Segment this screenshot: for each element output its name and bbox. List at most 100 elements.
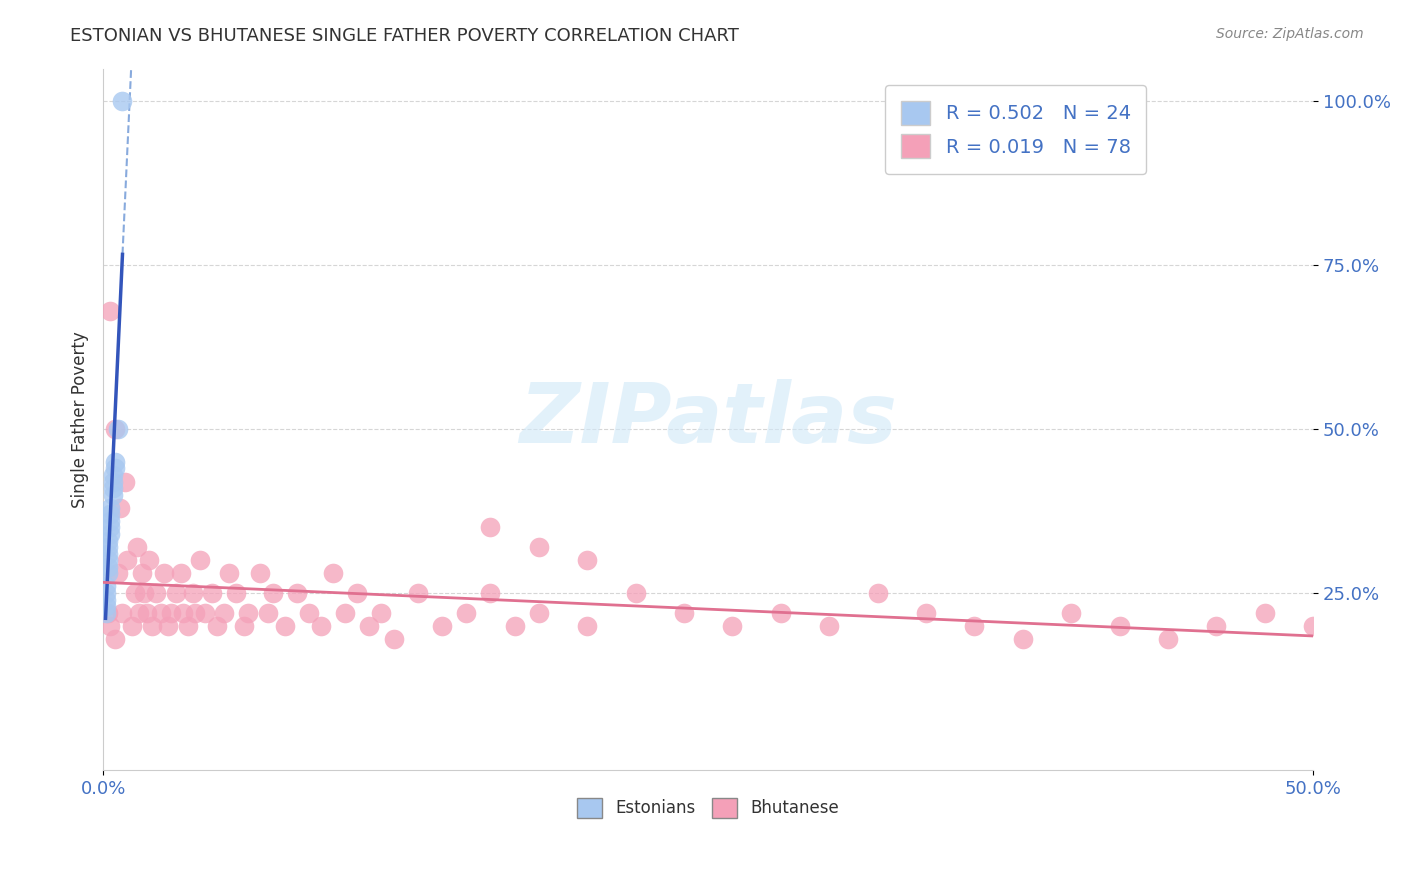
Point bbox=[117, 553, 139, 567]
Point bbox=[111, 95, 134, 109]
Point bbox=[1157, 632, 1180, 646]
Point bbox=[359, 619, 381, 633]
Point bbox=[1205, 619, 1227, 633]
Point bbox=[150, 606, 173, 620]
Point bbox=[97, 553, 120, 567]
Point bbox=[672, 606, 695, 620]
Point bbox=[818, 619, 841, 633]
Point bbox=[1302, 619, 1324, 633]
Point bbox=[256, 606, 278, 620]
Point bbox=[1108, 619, 1130, 633]
Point bbox=[576, 619, 599, 633]
Point bbox=[100, 619, 122, 633]
Point bbox=[769, 606, 792, 620]
Point bbox=[97, 566, 120, 581]
Point bbox=[1011, 632, 1033, 646]
Point bbox=[346, 586, 368, 600]
Point bbox=[97, 533, 120, 548]
Point bbox=[1350, 632, 1372, 646]
Point bbox=[430, 619, 453, 633]
Point bbox=[100, 508, 122, 522]
Point bbox=[238, 606, 260, 620]
Point bbox=[181, 586, 204, 600]
Point bbox=[624, 586, 647, 600]
Point bbox=[94, 586, 117, 600]
Point bbox=[97, 606, 120, 620]
Point bbox=[382, 632, 405, 646]
Point bbox=[101, 467, 124, 482]
Point bbox=[262, 586, 284, 600]
Point bbox=[121, 619, 143, 633]
Point bbox=[145, 586, 167, 600]
Point bbox=[218, 566, 240, 581]
Point bbox=[94, 579, 117, 593]
Point bbox=[97, 540, 120, 554]
Point bbox=[100, 527, 122, 541]
Point bbox=[152, 566, 174, 581]
Point bbox=[963, 619, 986, 633]
Point bbox=[212, 606, 235, 620]
Point bbox=[309, 619, 332, 633]
Point bbox=[128, 606, 150, 620]
Point bbox=[1254, 606, 1277, 620]
Point bbox=[177, 619, 200, 633]
Point bbox=[201, 586, 224, 600]
Point bbox=[479, 520, 502, 534]
Point bbox=[225, 586, 247, 600]
Point bbox=[100, 500, 122, 515]
Point bbox=[322, 566, 344, 581]
Point bbox=[194, 606, 217, 620]
Point bbox=[107, 422, 129, 436]
Point bbox=[160, 606, 183, 620]
Point bbox=[107, 566, 129, 581]
Point bbox=[100, 520, 122, 534]
Point bbox=[157, 619, 180, 633]
Point bbox=[576, 553, 599, 567]
Point bbox=[456, 606, 478, 620]
Point bbox=[273, 619, 295, 633]
Point bbox=[100, 304, 122, 318]
Point bbox=[104, 632, 127, 646]
Text: Source: ZipAtlas.com: Source: ZipAtlas.com bbox=[1216, 27, 1364, 41]
Point bbox=[205, 619, 228, 633]
Point bbox=[866, 586, 889, 600]
Point bbox=[101, 481, 124, 495]
Point bbox=[124, 586, 146, 600]
Point bbox=[721, 619, 744, 633]
Text: ZIPatlas: ZIPatlas bbox=[519, 379, 897, 459]
Point bbox=[406, 586, 429, 600]
Point bbox=[249, 566, 271, 581]
Legend: Estonians, Bhutanese: Estonians, Bhutanese bbox=[571, 791, 846, 825]
Point bbox=[298, 606, 321, 620]
Point bbox=[333, 606, 356, 620]
Point bbox=[188, 553, 211, 567]
Point bbox=[104, 455, 127, 469]
Point bbox=[101, 475, 124, 489]
Point bbox=[285, 586, 308, 600]
Point bbox=[104, 461, 127, 475]
Point bbox=[111, 606, 134, 620]
Point bbox=[131, 566, 153, 581]
Point bbox=[94, 599, 117, 613]
Point bbox=[108, 500, 131, 515]
Point bbox=[915, 606, 938, 620]
Point bbox=[503, 619, 526, 633]
Point bbox=[135, 606, 157, 620]
Point bbox=[141, 619, 163, 633]
Point bbox=[101, 488, 124, 502]
Y-axis label: Single Father Poverty: Single Father Poverty bbox=[72, 331, 89, 508]
Point bbox=[94, 592, 117, 607]
Point bbox=[479, 586, 502, 600]
Point bbox=[134, 586, 156, 600]
Point bbox=[138, 553, 160, 567]
Point bbox=[97, 559, 120, 574]
Point bbox=[169, 566, 191, 581]
Point bbox=[527, 540, 550, 554]
Point bbox=[232, 619, 254, 633]
Point bbox=[94, 606, 117, 620]
Point bbox=[125, 540, 148, 554]
Text: ESTONIAN VS BHUTANESE SINGLE FATHER POVERTY CORRELATION CHART: ESTONIAN VS BHUTANESE SINGLE FATHER POVE… bbox=[70, 27, 740, 45]
Point bbox=[172, 606, 194, 620]
Point bbox=[1060, 606, 1083, 620]
Point bbox=[104, 422, 127, 436]
